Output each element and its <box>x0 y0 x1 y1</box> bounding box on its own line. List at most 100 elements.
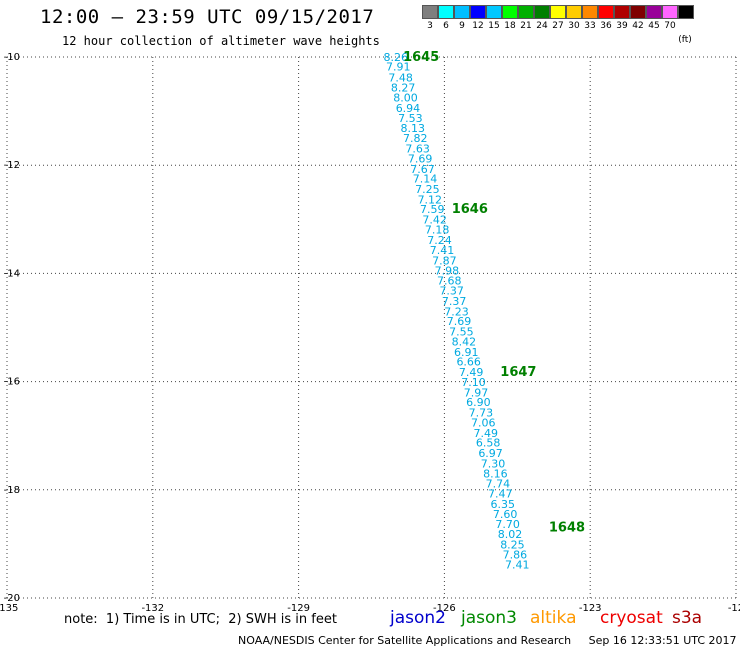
swh-data-label: 7.60 <box>493 508 518 521</box>
swh-data-label: 7.69 <box>408 153 433 166</box>
legend-swatch <box>438 5 454 19</box>
legend-label: 42 <box>632 21 644 31</box>
legend-cell: 24 <box>534 5 550 45</box>
legend-label: 39 <box>616 21 628 31</box>
satellite-label-altika: altika <box>530 608 577 628</box>
legend-swatch <box>614 5 630 19</box>
satellite-label-jason2: jason2 <box>390 608 446 628</box>
swh-data-label: 7.82 <box>403 132 428 145</box>
swh-data-label: 7.48 <box>388 72 413 85</box>
legend-label: 24 <box>536 21 548 31</box>
satellite-label-s3a: s3a <box>672 608 703 628</box>
legend-swatch <box>678 5 694 19</box>
satellite-label-cryosat: cryosat <box>600 608 663 628</box>
y-tick-label: -20 <box>4 593 20 604</box>
swh-data-label: 7.18 <box>425 224 450 237</box>
color-legend: 3 6 9 12 15 18 21 24 27 30 33 36 39 42 45 70 (ft) <box>422 5 694 45</box>
swh-data-label: 7.06 <box>471 417 496 430</box>
swh-data-label: 6.35 <box>490 498 515 511</box>
satellite-label-jason3: jason3 <box>461 608 517 628</box>
swh-data-label: 7.25 <box>415 183 440 196</box>
swh-data-label: 7.97 <box>464 386 489 399</box>
swh-data-label: 7.24 <box>427 234 452 247</box>
legend-unit: (ft) <box>678 35 692 45</box>
legend-swatch <box>470 5 486 19</box>
swh-data-label: 7.30 <box>481 457 506 470</box>
swh-data-label: 6.94 <box>396 102 421 115</box>
legend-label: 12 <box>472 21 484 31</box>
legend-label: 27 <box>552 21 564 31</box>
legend-cell: 33 <box>582 5 598 45</box>
x-tick-label: -132 <box>141 603 164 614</box>
time-label: 1646 <box>452 202 488 217</box>
swh-data-label: 7.67 <box>410 163 435 176</box>
legend-swatch <box>534 5 550 19</box>
swh-data-label: 7.63 <box>405 142 430 155</box>
legend-label: 9 <box>459 21 465 31</box>
swh-data-label: 7.10 <box>461 376 486 389</box>
legend-swatch <box>630 5 646 19</box>
swh-data-label: 8.13 <box>401 122 426 135</box>
legend-cell: 3 <box>422 5 438 45</box>
legend-cell: 15 <box>486 5 502 45</box>
legend-cell: 6 <box>438 5 454 45</box>
time-label: 1648 <box>549 521 585 536</box>
swh-data-label: 6.91 <box>454 346 479 359</box>
legend-cell: 9 <box>454 5 470 45</box>
swh-data-label: 7.42 <box>422 213 447 226</box>
swh-data-label: 6.58 <box>476 437 501 450</box>
swh-data-label: 8.16 <box>483 468 508 481</box>
legend-cell: 18 <box>502 5 518 45</box>
note-text: note: 1) Time is in UTC; 2) SWH is in fe… <box>64 612 337 627</box>
y-tick-label: -14 <box>4 268 20 279</box>
legend-cell: 12 <box>470 5 486 45</box>
swh-data-label: 7.49 <box>459 366 484 379</box>
swh-data-label: 7.70 <box>495 518 520 531</box>
legend-cell: 36 <box>598 5 614 45</box>
legend-swatch <box>598 5 614 19</box>
y-tick-label: -18 <box>4 485 20 496</box>
swh-data-label: 7.41 <box>430 244 455 257</box>
x-tick-label: -126 <box>433 603 456 614</box>
legend-label: 33 <box>584 21 596 31</box>
swh-data-label: 6.66 <box>456 356 481 369</box>
swh-data-label: 7.73 <box>469 406 494 419</box>
swh-data-label: 6.90 <box>466 396 491 409</box>
y-tick-label: -12 <box>4 160 20 171</box>
swh-data-label: 7.37 <box>439 285 464 298</box>
swh-data-label: 7.55 <box>449 325 474 338</box>
legend-cell: 42 <box>630 5 646 45</box>
legend-label: 3 <box>427 21 433 31</box>
swh-data-label: 7.68 <box>437 274 462 287</box>
swh-data-label: 7.53 <box>398 112 423 125</box>
legend-label: 15 <box>488 21 500 31</box>
swh-data-label: 6.97 <box>478 447 503 460</box>
swh-data-label: 7.37 <box>442 295 467 308</box>
swh-data-label: 7.49 <box>473 427 498 440</box>
legend-swatch <box>454 5 470 19</box>
legend-cell: 70 <box>662 5 678 45</box>
legend-label: 18 <box>504 21 516 31</box>
y-tick-label: -10 <box>4 52 20 63</box>
legend-cell: 27 <box>550 5 566 45</box>
swh-data-label: 8.25 <box>500 538 525 551</box>
legend-swatch <box>646 5 662 19</box>
legend-cell: 39 <box>614 5 630 45</box>
legend-swatch <box>486 5 502 19</box>
x-tick-label: -12 <box>728 603 740 614</box>
legend-label: 70 <box>664 21 676 31</box>
swh-data-label: 7.98 <box>435 265 460 278</box>
swh-data-label: 7.86 <box>503 549 528 562</box>
legend-swatch <box>422 5 438 19</box>
swh-data-label: 7.23 <box>444 305 469 318</box>
legend-cell: 21 <box>518 5 534 45</box>
swh-data-label: 8.42 <box>452 336 477 349</box>
swh-data-label: 7.91 <box>386 61 411 74</box>
legend-swatch <box>518 5 534 19</box>
legend-label: 36 <box>600 21 612 31</box>
legend-cell: 30 <box>566 5 582 45</box>
swh-data-label: 7.59 <box>420 203 445 216</box>
legend-swatch <box>566 5 582 19</box>
